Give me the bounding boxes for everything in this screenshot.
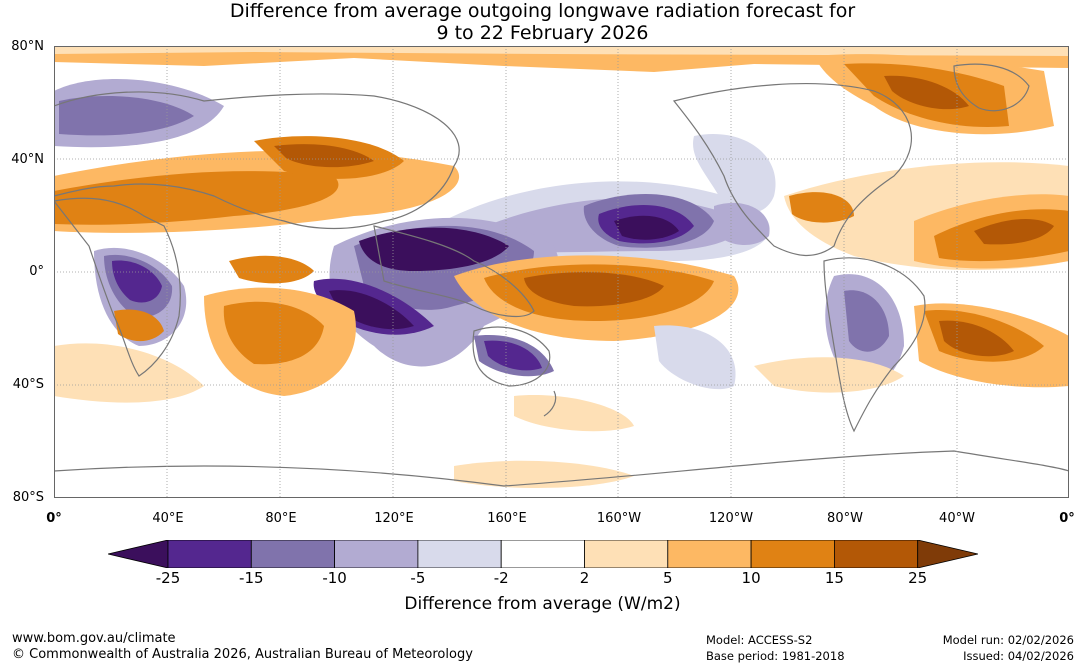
- coastline: [54, 91, 460, 230]
- colorbar: [108, 540, 978, 568]
- colorbar-title: Difference from average (W/m2): [404, 594, 681, 614]
- anomaly-region: [484, 340, 542, 371]
- anomaly-region: [59, 96, 194, 136]
- footer-model: Model: ACCESS-S2: [706, 633, 813, 647]
- colorbar-tick-label: 15: [824, 569, 844, 587]
- colorbar-tick-label: -5: [410, 569, 426, 587]
- colorbar-tick-label: 5: [663, 569, 673, 587]
- colorbar-extend-low: [108, 540, 169, 568]
- anomaly-region: [223, 301, 324, 365]
- colorbar-tick-label: -15: [239, 569, 264, 587]
- anomaly-region: [884, 75, 969, 110]
- colorbar-box: [584, 540, 669, 568]
- colorbar-box: [167, 540, 252, 568]
- colorbar-tick-label: -2: [493, 569, 509, 587]
- coastline: [472, 326, 551, 387]
- anomaly-region: [714, 202, 770, 246]
- lon-label-40e: 40°E: [152, 511, 184, 526]
- lat-label-80s: 80°S: [12, 490, 44, 505]
- anomaly-region: [614, 215, 679, 240]
- graticule: [54, 46, 1069, 498]
- colorbar-box: [834, 540, 919, 568]
- anomaly-region: [693, 134, 776, 213]
- colorbar-extend-high: [917, 540, 978, 568]
- lat-label-40n: 40°N: [11, 152, 44, 167]
- colorbar-box: [500, 540, 585, 568]
- lon-label-0: 0°: [46, 511, 62, 526]
- lon-label-120w: 120°W: [708, 511, 754, 526]
- colorbar-tick-label: 10: [741, 569, 761, 587]
- anomaly-region: [789, 192, 854, 223]
- map-title-line-2: 9 to 22 February 2026: [436, 22, 649, 44]
- lon-label-40w: 40°W: [939, 511, 975, 526]
- coastline: [54, 450, 1069, 487]
- anomaly-region: [112, 260, 162, 303]
- coastline: [953, 63, 1030, 112]
- colorbar-tick-label: 2: [579, 569, 590, 587]
- colorbar-box: [250, 540, 336, 568]
- lon-label-80w: 80°W: [827, 511, 863, 526]
- anomaly-region: [54, 343, 204, 403]
- anomaly-region: [939, 320, 1014, 357]
- lon-label-160e: 160°E: [487, 511, 527, 526]
- olr-anomaly-map: [54, 46, 1069, 498]
- lon-label-80e: 80°E: [265, 511, 297, 526]
- lat-label-80n: 80°N: [11, 39, 44, 54]
- colorbar-box: [334, 540, 419, 568]
- lon-label-0-east: 0°: [1059, 511, 1075, 526]
- colorbar-tick-label: 25: [908, 569, 928, 587]
- footer-model-run: Model run: 02/02/2026: [942, 633, 1074, 647]
- footer-base-period: Base period: 1981-2018: [706, 649, 845, 663]
- map-title-line-1: Difference from average outgoing longwav…: [229, 0, 856, 22]
- coastline: [823, 257, 926, 433]
- anomaly-region: [359, 227, 509, 271]
- anomaly-region: [229, 255, 314, 284]
- anomaly-region: [454, 460, 634, 488]
- lat-label-equator: 0°: [29, 264, 44, 279]
- colorbar-tick-label: -25: [155, 569, 181, 587]
- anomaly-region: [274, 144, 374, 168]
- lat-label-40s: 40°S: [12, 377, 44, 392]
- footer-copyright: © Commonwealth of Australia 2026, Austra…: [12, 647, 473, 662]
- lon-label-120e: 120°E: [374, 511, 414, 526]
- colorbar-box: [417, 540, 502, 568]
- map-frame: [54, 46, 1069, 498]
- footer-website: www.bom.gov.au/climate: [12, 631, 176, 646]
- anomaly-region: [654, 325, 736, 390]
- anomaly-region: [844, 290, 889, 352]
- anomaly-region: [524, 272, 664, 307]
- anomaly-region: [514, 395, 634, 432]
- colorbar-tick-label: -10: [322, 569, 347, 587]
- colorbar-box: [750, 540, 835, 568]
- coastline: [672, 82, 912, 257]
- anomaly-region: [754, 357, 904, 393]
- anomaly-region: [54, 46, 1069, 56]
- footer-issued: Issued: 04/02/2026: [963, 649, 1074, 663]
- coastline: [543, 390, 557, 417]
- anomaly-region: [974, 219, 1054, 245]
- coastline: [373, 225, 535, 317]
- lon-label-160w: 160°W: [596, 511, 642, 526]
- colorbar-box: [667, 540, 752, 568]
- anomaly-region: [114, 309, 164, 342]
